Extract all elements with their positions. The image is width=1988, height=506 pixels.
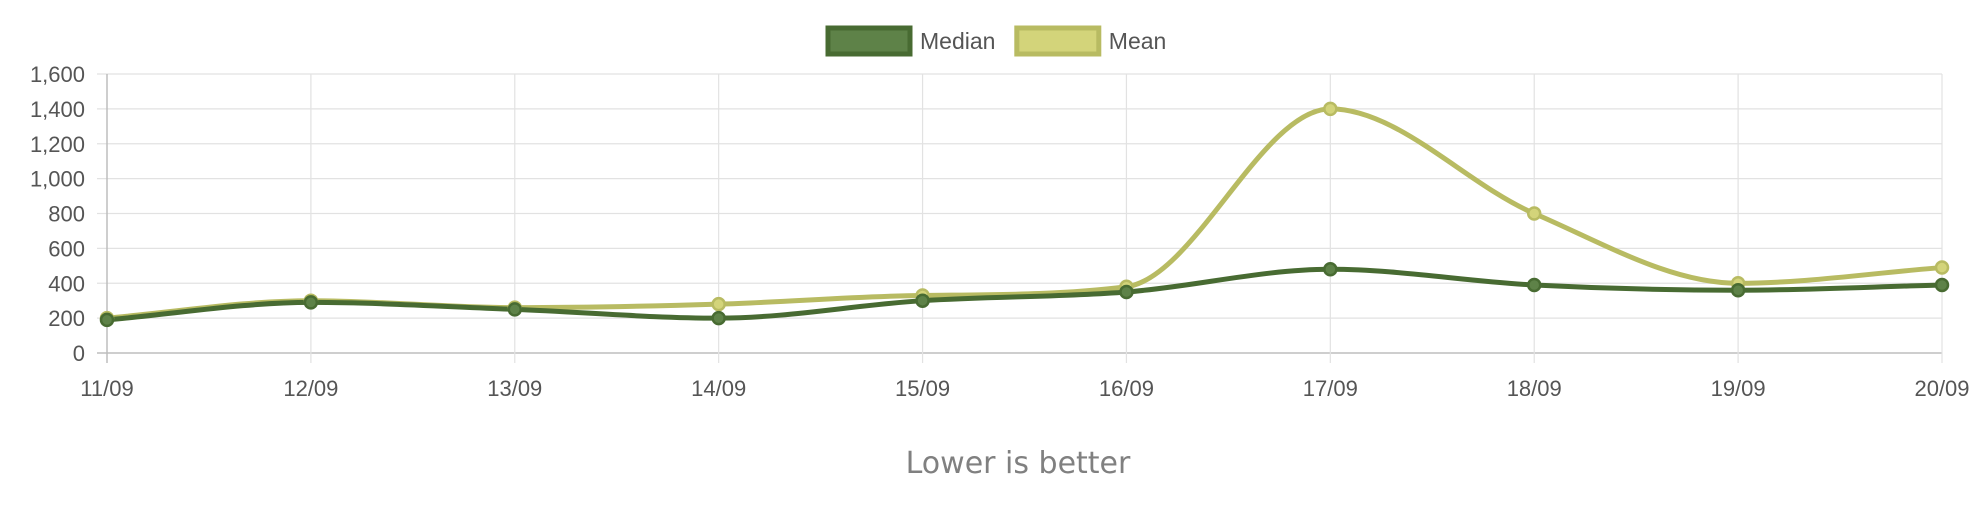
y-tick-label: 200 — [48, 306, 85, 331]
x-tick-label: 19/09 — [1711, 376, 1766, 401]
legend-swatch — [1014, 25, 1102, 57]
y-tick-label: 1,000 — [30, 167, 85, 192]
data-point-mean — [1323, 101, 1338, 117]
data-point-median — [915, 293, 930, 308]
x-tick-label: 14/09 — [691, 376, 746, 401]
legend-label: Median — [920, 28, 995, 54]
legend-item-median: Median — [825, 25, 995, 57]
legend-label: Mean — [1109, 28, 1167, 54]
data-point-median — [99, 312, 115, 328]
legend: Median Mean — [825, 25, 1167, 57]
data-point-median — [1323, 262, 1338, 277]
y-axis-ticks: 0 200 400 600 800 1,000 1,200 1,400 1,600 — [30, 62, 85, 366]
x-tick-label: 12/09 — [283, 376, 338, 401]
series-lines — [104, 106, 1945, 323]
x-tick-label: 17/09 — [1303, 376, 1358, 401]
data-point-median — [303, 295, 319, 310]
y-tick-label: 400 — [48, 271, 85, 296]
y-tick-label: 800 — [48, 202, 85, 227]
data-point-median — [507, 302, 523, 317]
data-point-mean — [711, 296, 726, 312]
legend-item-mean: Mean — [1014, 25, 1167, 57]
data-point-median — [1934, 277, 1950, 293]
y-tick-label: 600 — [48, 236, 85, 261]
data-point-median — [1730, 282, 1746, 298]
legend-swatch — [825, 25, 913, 57]
x-tick-label: 16/09 — [1099, 376, 1154, 401]
x-tick-label: 20/09 — [1914, 376, 1969, 401]
y-tick-label: 1,400 — [30, 97, 85, 122]
grid-lines — [97, 73, 1943, 363]
data-point-median — [1526, 277, 1542, 293]
x-tick-label: 15/09 — [895, 376, 950, 401]
series-line-median — [104, 266, 1945, 323]
data-point-median — [1119, 284, 1134, 300]
x-tick-label: 13/09 — [487, 376, 542, 401]
series-points — [99, 101, 1950, 328]
chart-note: Lower is better — [906, 446, 1131, 481]
data-point-median — [711, 310, 726, 326]
x-tick-label: 11/09 — [80, 376, 133, 401]
x-tick-label: 18/09 — [1507, 376, 1562, 401]
y-tick-label: 1,200 — [30, 132, 85, 157]
data-point-mean — [1934, 260, 1950, 275]
y-tick-label: 0 — [73, 341, 85, 366]
data-point-mean — [1526, 206, 1542, 221]
y-tick-label: 1,600 — [30, 62, 85, 87]
x-axis-ticks: 11/09 12/09 13/09 14/09 15/09 16/09 17/09 18/09… — [80, 376, 1969, 401]
